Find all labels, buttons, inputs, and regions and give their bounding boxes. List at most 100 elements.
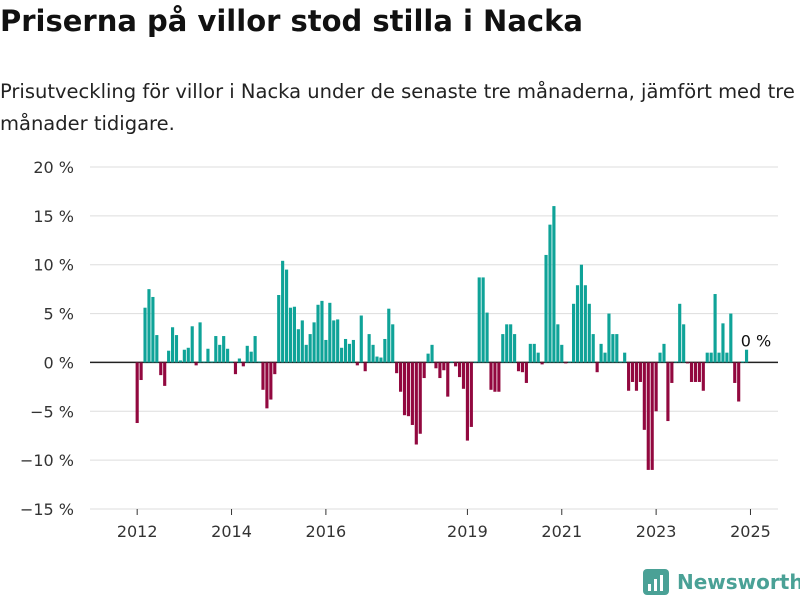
bar [556, 324, 560, 363]
bar [513, 334, 517, 363]
x-tick-label: 2016 [306, 522, 347, 541]
bar [623, 352, 627, 363]
y-tick-label: −10 % [20, 451, 74, 470]
bar [485, 312, 489, 363]
bar [579, 264, 584, 363]
y-tick-label: 0 % [44, 353, 74, 372]
x-tick-label: 2012 [117, 522, 158, 541]
bar [249, 351, 253, 363]
bar [229, 361, 234, 363]
chart-title: Priserna på villor stod stilla i Nacka [0, 4, 583, 38]
brand-name: Newsworthy [677, 570, 800, 594]
bar [473, 361, 477, 363]
bar [493, 362, 497, 392]
bar [241, 362, 245, 367]
annotations: 0 % [741, 331, 771, 350]
bar [296, 329, 300, 363]
bar [615, 334, 619, 363]
bar [709, 352, 713, 363]
bar [363, 362, 367, 372]
bar [630, 362, 635, 382]
bar [540, 362, 544, 365]
x-tick-label: 2025 [730, 522, 771, 541]
bar [434, 362, 438, 369]
bar [300, 320, 304, 363]
bar [501, 334, 505, 363]
bar [186, 347, 190, 363]
bar [320, 300, 324, 363]
y-tick-label: −5 % [30, 402, 74, 421]
bar [292, 306, 297, 363]
bar [552, 206, 556, 363]
y-tick-label: 20 % [33, 158, 74, 177]
bar [505, 324, 509, 363]
bar [697, 362, 701, 382]
bar [139, 362, 143, 381]
bar [489, 362, 493, 390]
bar [151, 296, 155, 363]
x-axis: 2012 2014 2016 2019 2021 2023 2025 [117, 509, 771, 541]
bar [143, 307, 147, 363]
bar [418, 362, 422, 434]
bar [324, 339, 328, 363]
bar [497, 362, 501, 392]
bar [642, 362, 646, 430]
bar [725, 352, 729, 363]
bar [571, 303, 576, 363]
newsworthy-logo-icon [643, 569, 669, 595]
bar [284, 269, 289, 363]
bar [383, 338, 387, 363]
bar [174, 335, 179, 363]
bar [509, 324, 513, 363]
bar [155, 335, 159, 363]
bar [332, 320, 336, 363]
bar [481, 277, 485, 363]
bar [245, 345, 249, 363]
bar [438, 362, 442, 379]
bar [595, 362, 599, 373]
x-tick-label: 2023 [636, 522, 677, 541]
bar [135, 362, 139, 424]
bar [347, 343, 352, 363]
bar [611, 334, 615, 363]
bar [226, 348, 230, 363]
bar [737, 362, 741, 402]
bar [591, 334, 595, 363]
bar [336, 319, 340, 363]
bar [568, 361, 572, 363]
bar [159, 362, 163, 376]
bar [399, 362, 403, 392]
bar [721, 323, 725, 363]
bar [701, 362, 705, 391]
bar [457, 362, 462, 378]
bar [465, 362, 469, 441]
bar [406, 362, 411, 417]
bar [654, 362, 658, 412]
bar [308, 334, 312, 363]
bar [170, 327, 175, 363]
newsworthy-brand[interactable]: Newsworthy [643, 566, 800, 598]
bar [638, 362, 642, 382]
bar [650, 362, 654, 470]
bar [528, 343, 532, 363]
bar [536, 352, 540, 363]
bar [741, 361, 745, 363]
bar [182, 349, 186, 363]
bar [634, 362, 639, 391]
bar [328, 302, 332, 363]
bar [693, 362, 698, 382]
bar [410, 362, 414, 425]
bar [662, 343, 666, 363]
bar [367, 334, 371, 363]
bar [233, 362, 238, 375]
bar [163, 362, 167, 386]
bar [477, 277, 481, 363]
bar [442, 362, 446, 371]
bar [257, 361, 261, 363]
bar [583, 285, 587, 363]
bar [312, 322, 316, 363]
x-tick-label: 2014 [211, 522, 252, 541]
bar [658, 352, 662, 363]
bar [391, 324, 395, 363]
bar [281, 260, 285, 363]
